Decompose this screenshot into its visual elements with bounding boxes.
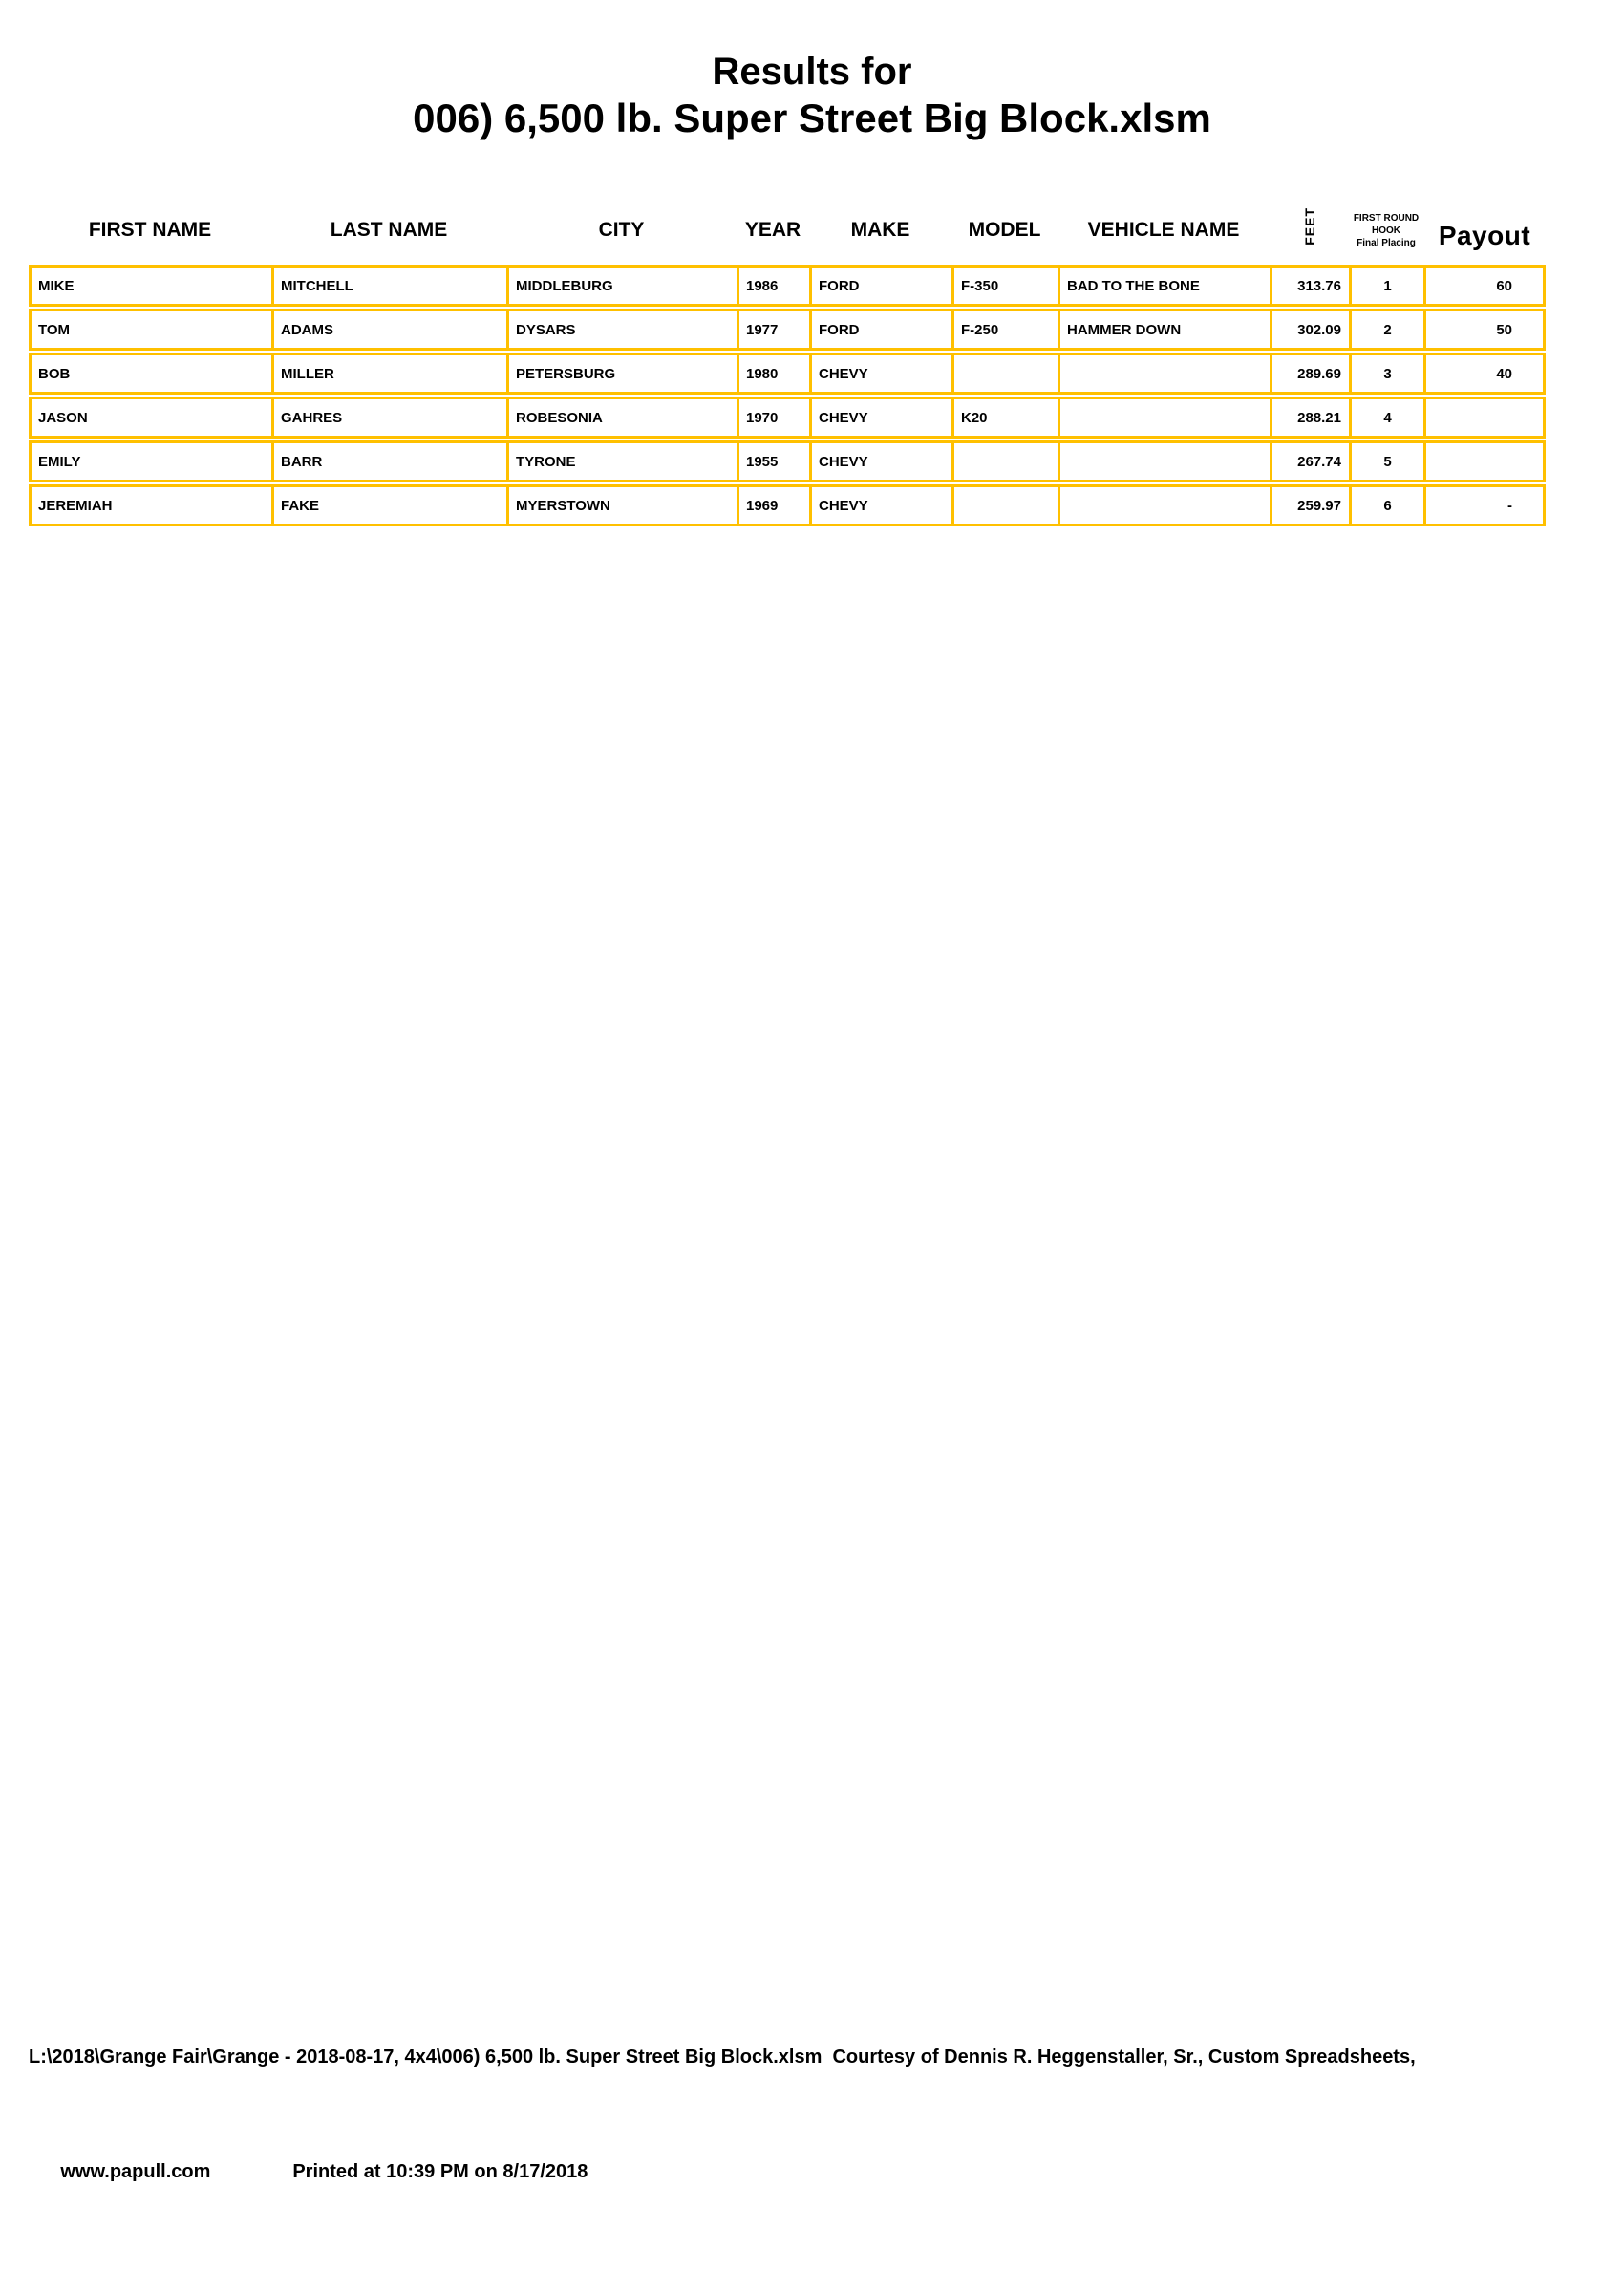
cell-year: 1970: [737, 397, 809, 439]
cell-placing: 2: [1349, 309, 1423, 351]
cell-feet: 267.74: [1270, 440, 1349, 482]
cell-payout: 50: [1423, 309, 1546, 351]
hook-header-line-2: HOOK: [1372, 225, 1400, 236]
results-table-header: FIRST NAME LAST NAME CITY YEAR MAKE MODE…: [29, 182, 1546, 263]
cell-make: CHEVY: [809, 440, 951, 482]
footer-second-line: www.papull.com Printed at 10:39 PM on 8/1…: [29, 2129, 1416, 2215]
cell-year: 1986: [737, 265, 809, 307]
cell-model: F-250: [951, 309, 1058, 351]
cell-payout: 40: [1423, 353, 1546, 395]
cell-feet: 288.21: [1270, 397, 1349, 439]
cell-city: TYRONE: [506, 440, 737, 482]
cell-year: 1955: [737, 440, 809, 482]
cell-first-name: EMILY: [29, 440, 271, 482]
cell-last-name: ADAMS: [271, 309, 506, 351]
printed-report-page: Results for 006) 6,500 lb. Super Street …: [0, 50, 1624, 2182]
cell-payout: [1423, 397, 1546, 439]
cell-last-name: FAKE: [271, 484, 506, 526]
hook-header-line-1: FIRST ROUND: [1353, 213, 1420, 224]
col-header-year: YEAR: [744, 219, 801, 241]
cell-placing: 1: [1349, 265, 1423, 307]
cell-feet: 289.69: [1270, 353, 1349, 395]
cell-last-name: MITCHELL: [271, 265, 506, 307]
cell-make: FORD: [809, 265, 951, 307]
report-title: Results for 006) 6,500 lb. Super Street …: [0, 50, 1624, 143]
cell-placing: 3: [1349, 353, 1423, 395]
cell-payout: -: [1423, 484, 1546, 526]
cell-vehicle-name: [1058, 484, 1270, 526]
footer-file-path-line: L:\2018\Grange Fair\Grange - 2018-08-17,…: [29, 2047, 1416, 2068]
cell-placing: 4: [1349, 397, 1423, 439]
feet-rotated-label: FEET: [1301, 207, 1317, 246]
col-header-payout: Payout: [1438, 221, 1531, 250]
cell-vehicle-name: [1058, 353, 1270, 395]
cell-city: ROBESONIA: [506, 397, 737, 439]
cell-feet: 302.09: [1270, 309, 1349, 351]
cell-first-name: MIKE: [29, 265, 271, 307]
footer-website: www.papull.com: [60, 2161, 211, 2182]
results-table-body: MIKE MITCHELL MIDDLEBURG 1986 FORD F-350…: [29, 265, 1546, 526]
cell-payout: [1423, 440, 1546, 482]
page-footer: L:\2018\Grange Fair\Grange - 2018-08-17,…: [29, 1985, 1416, 2272]
cell-last-name: GAHRES: [271, 397, 506, 439]
cell-city: PETERSBURG: [506, 353, 737, 395]
col-header-first-name: FIRST NAME: [88, 219, 212, 241]
col-header-make: MAKE: [850, 219, 910, 241]
cell-feet: 259.97: [1270, 484, 1349, 526]
cell-feet: 313.76: [1270, 265, 1349, 307]
cell-last-name: BARR: [271, 440, 506, 482]
cell-model: [951, 353, 1058, 395]
cell-placing: 6: [1349, 484, 1423, 526]
hook-header-line-3: Final Placing: [1357, 238, 1416, 248]
result-row: TOM ADAMS DYSARS 1977 FORD F-250 HAMMER …: [29, 309, 1546, 351]
cell-city: MIDDLEBURG: [506, 265, 737, 307]
cell-make: CHEVY: [809, 353, 951, 395]
footer-printed-timestamp: Printed at 10:39 PM on 8/17/2018: [292, 2161, 588, 2182]
col-header-model: MODEL: [968, 219, 1041, 241]
cell-city: DYSARS: [506, 309, 737, 351]
cell-make: CHEVY: [809, 484, 951, 526]
cell-year: 1977: [737, 309, 809, 351]
cell-last-name: MILLER: [271, 353, 506, 395]
result-row: EMILY BARR TYRONE 1955 CHEVY 267.74 5: [29, 440, 1546, 482]
header-row: FIRST NAME LAST NAME CITY YEAR MAKE MODE…: [29, 182, 1546, 263]
cell-first-name: BOB: [29, 353, 271, 395]
cell-year: 1980: [737, 353, 809, 395]
cell-make: CHEVY: [809, 397, 951, 439]
cell-payout: 60: [1423, 265, 1546, 307]
cell-model: K20: [951, 397, 1058, 439]
cell-vehicle-name: HAMMER DOWN: [1058, 309, 1270, 351]
cell-first-name: TOM: [29, 309, 271, 351]
col-header-feet: FEET: [1270, 182, 1349, 263]
cell-make: FORD: [809, 309, 951, 351]
cell-first-name: JASON: [29, 397, 271, 439]
cell-model: [951, 440, 1058, 482]
report-title-line-1: Results for: [712, 51, 912, 93]
cell-placing: 5: [1349, 440, 1423, 482]
cell-first-name: JEREMIAH: [29, 484, 271, 526]
result-row: BOB MILLER PETERSBURG 1980 CHEVY 289.69 …: [29, 353, 1546, 395]
result-row: JEREMIAH FAKE MYERSTOWN 1969 CHEVY 259.9…: [29, 484, 1546, 526]
col-header-placing: FIRST ROUND HOOK Final Placing: [1349, 182, 1423, 263]
cell-model: [951, 484, 1058, 526]
col-header-last-name: LAST NAME: [330, 219, 448, 241]
results-table: FIRST NAME LAST NAME CITY YEAR MAKE MODE…: [29, 180, 1546, 528]
cell-vehicle-name: [1058, 397, 1270, 439]
cell-model: F-350: [951, 265, 1058, 307]
report-title-line-2: 006) 6,500 lb. Super Street Big Block.xl…: [413, 96, 1211, 140]
cell-vehicle-name: [1058, 440, 1270, 482]
col-header-vehicle-name: VEHICLE NAME: [1087, 219, 1240, 241]
cell-vehicle-name: BAD TO THE BONE: [1058, 265, 1270, 307]
result-row: JASON GAHRES ROBESONIA 1970 CHEVY K20 28…: [29, 397, 1546, 439]
result-row: MIKE MITCHELL MIDDLEBURG 1986 FORD F-350…: [29, 265, 1546, 307]
cell-year: 1969: [737, 484, 809, 526]
col-header-city: CITY: [598, 219, 645, 241]
cell-city: MYERSTOWN: [506, 484, 737, 526]
